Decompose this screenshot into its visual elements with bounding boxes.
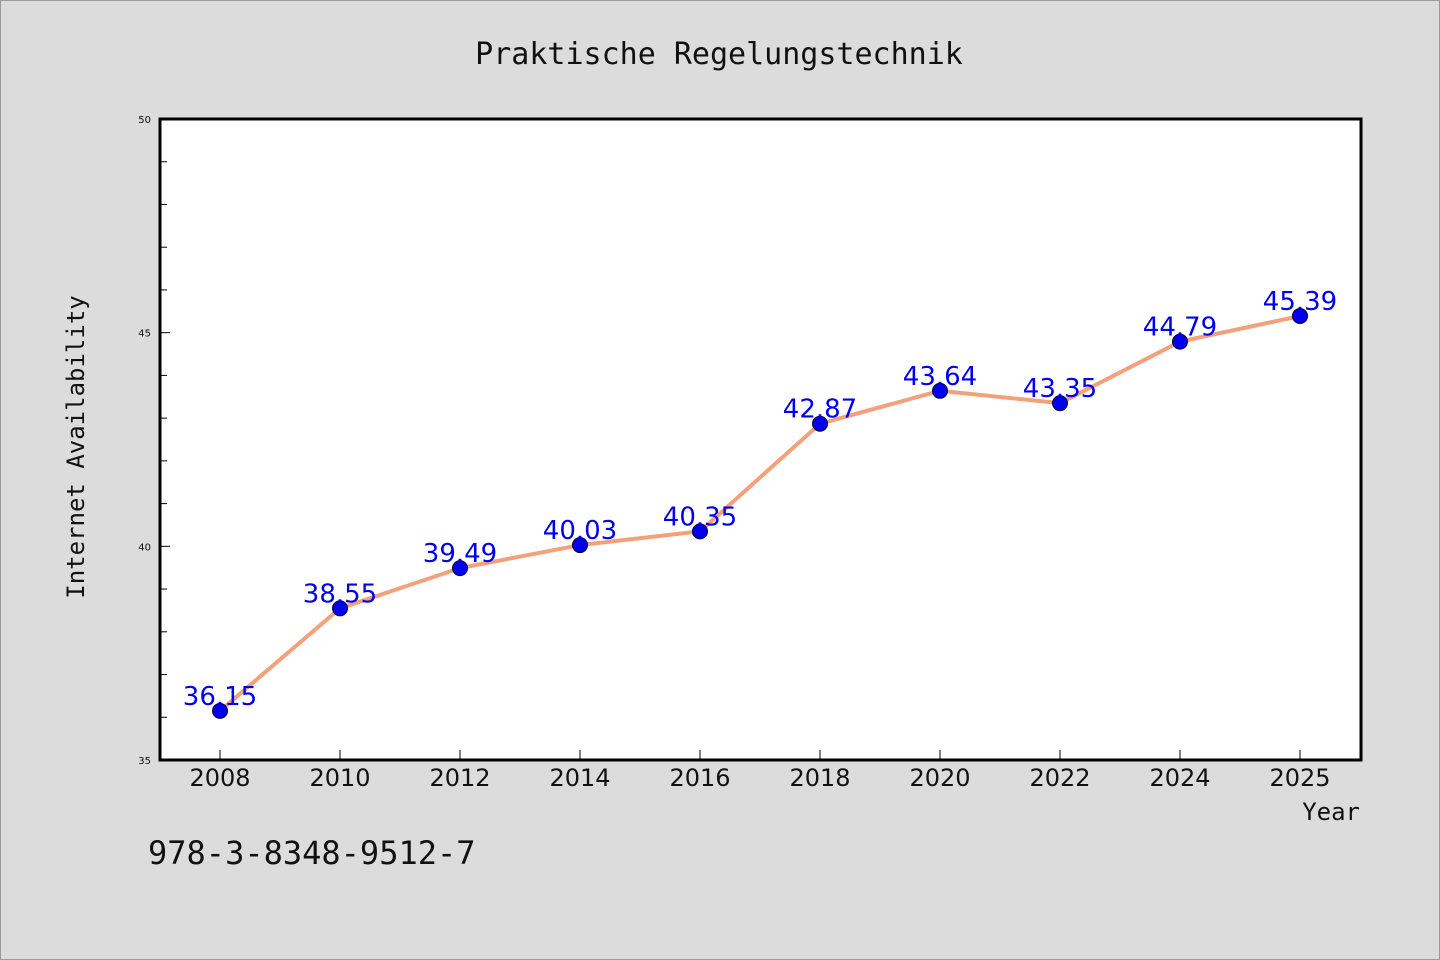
y-tick-label: 50: [138, 115, 151, 126]
data-point: [572, 537, 588, 554]
data-point: [932, 382, 948, 399]
x-tick-label: 2016: [669, 764, 730, 792]
data-point: [812, 415, 828, 432]
y-tick-label: 35: [138, 756, 151, 767]
data-label: 43.35: [1023, 374, 1097, 404]
data-label: 43.64: [903, 362, 977, 392]
data-label: 36.15: [183, 682, 257, 712]
x-tick-label: 2010: [309, 764, 370, 792]
series-markers: [212, 308, 1308, 719]
data-label: 44.79: [1143, 313, 1217, 343]
x-tick-label: 2020: [909, 764, 970, 792]
x-tick-label: 2022: [1029, 764, 1090, 792]
series-line: [218, 314, 1302, 713]
y-axis-ticks: 35 40 45 50: [138, 115, 170, 767]
x-tick-label: 2008: [189, 764, 250, 792]
x-tick-label: 2024: [1149, 764, 1210, 792]
data-label: 42.87: [783, 395, 857, 425]
x-axis-ticks: 2008 2010 2012 2014 2016 2018 2020 2022 2024 2025: [189, 750, 1331, 792]
data-point: [1292, 308, 1308, 325]
data-labels: 36.15 38.55 39.49 40.03 40.35 42.87 43.64 43.35…: [183, 287, 1337, 712]
chart-title: Praktische Regelungstechnik: [475, 37, 963, 72]
data-label: 38.55: [303, 579, 377, 609]
data-label: 40.03: [543, 516, 617, 546]
data-point: [452, 560, 468, 577]
x-axis-label: Year: [1302, 798, 1360, 826]
data-point: [1052, 395, 1068, 412]
data-label: 45.39: [1263, 287, 1337, 317]
data-point: [1172, 333, 1188, 350]
x-tick-label: 2025: [1269, 764, 1330, 792]
x-tick-label: 2012: [429, 764, 490, 792]
y-tick-label: 45: [138, 329, 151, 340]
data-point: [692, 523, 708, 540]
y-tick-label: 40: [138, 542, 151, 553]
isbn-annotation: 978-3-8348-9512-7: [148, 834, 476, 872]
plot-area: [158, 117, 1363, 762]
y-axis-label: Internet Availability: [62, 295, 90, 598]
x-tick-label: 2014: [549, 764, 610, 792]
data-point: [212, 702, 228, 719]
data-point: [332, 600, 348, 617]
x-tick-label: 2018: [789, 764, 850, 792]
data-label: 40.35: [663, 502, 737, 532]
data-label: 39.49: [423, 539, 497, 569]
